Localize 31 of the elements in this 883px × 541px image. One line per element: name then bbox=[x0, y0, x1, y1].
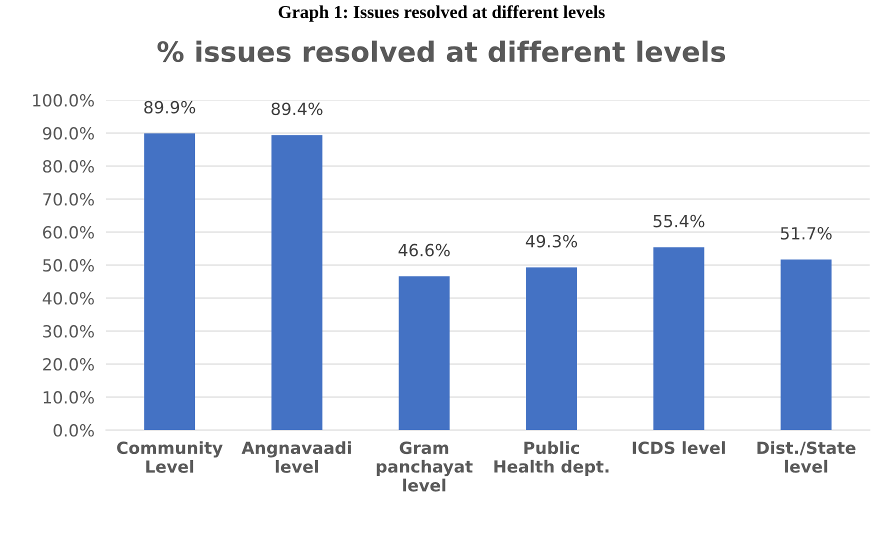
x-tick-label: Gram panchayat level bbox=[376, 442, 473, 492]
bar bbox=[526, 267, 577, 430]
y-tick-label: 60.0% bbox=[43, 226, 94, 239]
x-tick-label: Community Level bbox=[117, 441, 223, 473]
y-tick-label: 70.0% bbox=[43, 193, 94, 206]
bar bbox=[780, 259, 832, 430]
data-label: 46.6% bbox=[398, 244, 450, 256]
bar bbox=[653, 247, 704, 430]
y-tick-label: 40.0% bbox=[42, 292, 94, 305]
x-tick-label: Angnavaadi level bbox=[242, 441, 351, 473]
data-label: 49.3% bbox=[526, 234, 578, 248]
y-tick-label: 90.0% bbox=[42, 127, 94, 140]
data-label: 51.7% bbox=[780, 226, 832, 240]
y-tick-label: 50.0% bbox=[43, 259, 94, 272]
chart-title: % issues resolved at different levels bbox=[157, 40, 726, 62]
y-tick-label: 10.0% bbox=[44, 391, 94, 404]
y-tick-label: 20.0% bbox=[43, 358, 94, 371]
bar bbox=[144, 133, 196, 430]
y-tick-label: 80.0% bbox=[43, 160, 94, 173]
y-tick-label: 30.0% bbox=[43, 325, 94, 338]
bar bbox=[398, 276, 450, 430]
data-label: 55.4% bbox=[654, 214, 704, 228]
caption: Graph 1: Issues resolved at different levels bbox=[278, 5, 605, 22]
x-tick-label: Dist./State level bbox=[757, 441, 856, 473]
y-tick-label: 0.0% bbox=[54, 424, 94, 437]
data-label: 89.4% bbox=[272, 102, 322, 116]
x-tick-label: ICDS level bbox=[632, 441, 725, 454]
x-tick-label: Public Health dept. bbox=[494, 441, 608, 476]
y-tick-label: 100.0% bbox=[33, 94, 94, 107]
data-label: 89.9% bbox=[144, 100, 196, 114]
bar bbox=[271, 135, 322, 430]
